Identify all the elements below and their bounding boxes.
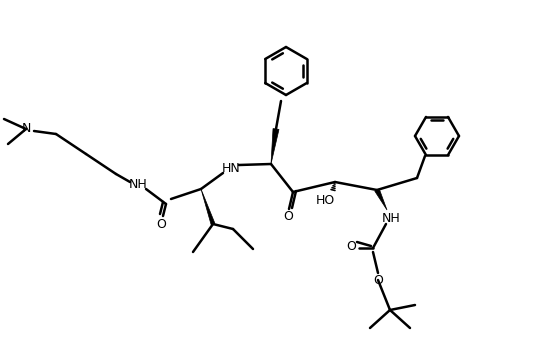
Text: N: N xyxy=(21,122,31,136)
Polygon shape xyxy=(271,128,279,164)
Text: NH: NH xyxy=(129,177,147,190)
Polygon shape xyxy=(201,189,215,225)
Text: NH: NH xyxy=(382,212,401,225)
Text: HN: HN xyxy=(222,163,240,176)
Text: O: O xyxy=(373,274,383,287)
Polygon shape xyxy=(375,189,387,210)
Text: HO: HO xyxy=(316,194,335,207)
Text: O: O xyxy=(283,210,293,224)
Text: O: O xyxy=(346,239,356,252)
Text: O: O xyxy=(156,218,166,231)
